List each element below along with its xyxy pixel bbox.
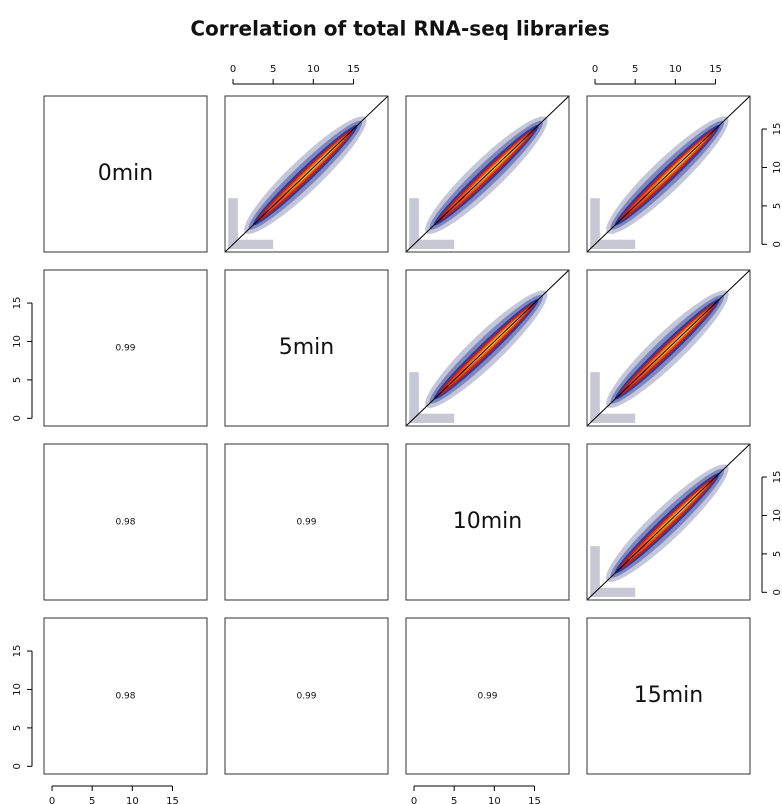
y-tick-label: 5 [12, 725, 23, 731]
scatter-cloud [406, 270, 569, 426]
panel-frame [224, 617, 389, 775]
scatter-cloud [587, 444, 750, 600]
zero-strip [409, 239, 455, 249]
x-tick-label: 0 [411, 796, 417, 804]
y-tick-label: 10 [12, 335, 23, 348]
y-tick-label: 5 [772, 551, 782, 557]
zero-strip [590, 587, 636, 597]
diagonal-label: 15min [634, 683, 703, 708]
y-tick-label: 10 [12, 683, 23, 696]
y-tick-label: 5 [772, 203, 782, 209]
panel-frame [224, 95, 389, 253]
y-tick-label: 10 [772, 509, 782, 522]
panel-frame [405, 95, 570, 253]
scatter-cloud [587, 270, 750, 426]
y-tick-label: 0 [12, 415, 23, 421]
zero-strip [409, 198, 419, 249]
panel-frame [586, 617, 751, 775]
panel-frame [43, 617, 208, 775]
y-tick-label: 15 [12, 297, 23, 310]
panel-frame [224, 443, 389, 601]
x-tick-label: 0 [230, 64, 236, 75]
x-tick-label: 15 [528, 796, 541, 804]
x-tick-label: 5 [632, 64, 638, 75]
panel-frame [405, 443, 570, 601]
correlation: 0.98 [115, 518, 135, 528]
scatter-cloud [406, 96, 569, 252]
x-tick-label: 15 [166, 796, 179, 804]
y-tick-label: 5 [12, 377, 23, 383]
identity-line [406, 270, 569, 426]
panel-frame [43, 269, 208, 427]
y-tick-label: 10 [772, 161, 782, 174]
identity-line [225, 96, 388, 252]
y-tick-label: 15 [772, 123, 782, 136]
x-tick-label: 10 [126, 796, 139, 804]
y-tick-label: 15 [772, 471, 782, 484]
x-tick-label: 10 [307, 64, 320, 75]
zero-strip [590, 198, 600, 249]
panel-frame [586, 443, 751, 601]
identity-line [587, 444, 750, 600]
x-tick-label: 5 [270, 64, 276, 75]
correlation: 0.98 [115, 692, 135, 702]
panel-frame [224, 269, 389, 427]
zero-strip [228, 198, 238, 249]
y-tick-label: 0 [12, 763, 23, 769]
scatter-cloud [225, 96, 388, 252]
correlation: 0.99 [477, 692, 497, 702]
diagonal-label: 10min [453, 509, 522, 534]
chart-title: Correlation of total RNA-seq libraries [190, 17, 609, 41]
panel-frame [586, 95, 751, 253]
identity-line [406, 96, 569, 252]
scatter-cloud [587, 96, 750, 252]
zero-strip [228, 239, 274, 249]
panel-frame [405, 269, 570, 427]
y-tick-label: 0 [772, 589, 782, 595]
x-tick-label: 0 [49, 796, 55, 804]
y-tick-label: 15 [12, 645, 23, 658]
panel-frame [405, 617, 570, 775]
correlation: 0.99 [115, 344, 135, 354]
diagonal-label: 0min [98, 161, 153, 186]
zero-strip [590, 413, 636, 423]
panel-frame [586, 269, 751, 427]
x-tick-label: 10 [488, 796, 501, 804]
y-tick-label: 0 [772, 241, 782, 247]
x-tick-label: 15 [709, 64, 722, 75]
correlation: 0.99 [296, 518, 316, 528]
zero-strip [409, 372, 419, 423]
x-tick-label: 5 [451, 796, 457, 804]
x-tick-label: 0 [592, 64, 598, 75]
identity-line [587, 270, 750, 426]
zero-strip [409, 413, 455, 423]
zero-strip [590, 239, 636, 249]
x-tick-label: 5 [89, 796, 95, 804]
zero-strip [590, 372, 600, 423]
panel-frame [43, 443, 208, 601]
identity-line [587, 96, 750, 252]
correlation: 0.99 [296, 692, 316, 702]
x-tick-label: 15 [347, 64, 360, 75]
panel-frame [43, 95, 208, 253]
zero-strip [590, 546, 600, 597]
x-tick-label: 10 [669, 64, 682, 75]
diagonal-label: 5min [279, 335, 334, 360]
